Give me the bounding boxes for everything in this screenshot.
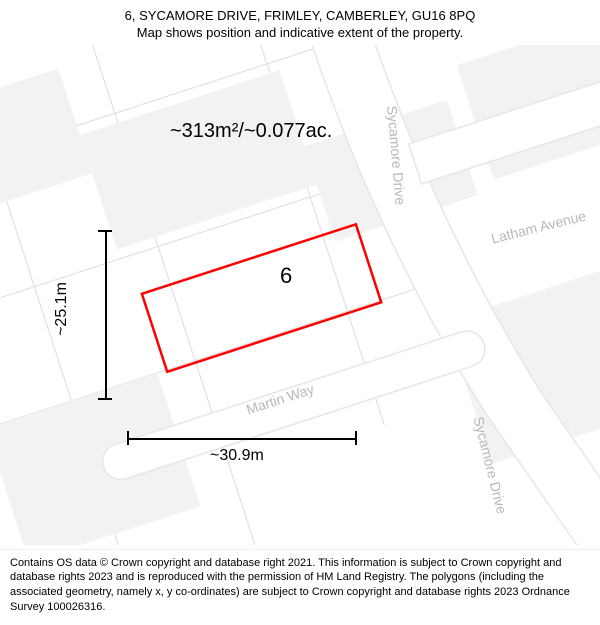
page-title: 6, SYCAMORE DRIVE, FRIMLEY, CAMBERLEY, G… (10, 8, 590, 23)
width-dimension-line (127, 438, 355, 440)
map-canvas: ~313m²/~0.077ac. 6 ~30.9m ~25.1m Sycamor… (0, 45, 600, 545)
property-number: 6 (280, 263, 292, 289)
width-dimension-cap-left (127, 431, 129, 445)
width-label: ~30.9m (210, 447, 264, 465)
height-dimension-cap-top (98, 230, 112, 232)
page-subtitle: Map shows position and indicative extent… (10, 25, 590, 40)
height-dimension-line (105, 230, 107, 398)
header: 6, SYCAMORE DRIVE, FRIMLEY, CAMBERLEY, G… (0, 0, 600, 44)
height-label: ~25.1m (53, 282, 71, 336)
area-label: ~313m²/~0.077ac. (170, 120, 332, 143)
height-dimension-cap-bottom (98, 398, 112, 400)
copyright-footer: Contains OS data © Crown copyright and d… (0, 549, 600, 625)
width-dimension-cap-right (355, 431, 357, 445)
